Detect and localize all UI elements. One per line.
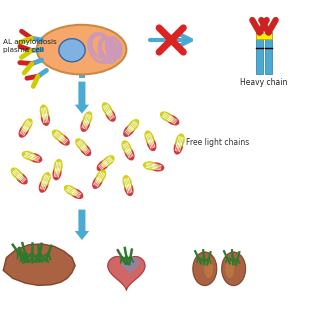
Ellipse shape (69, 188, 84, 199)
Bar (265, 33, 272, 74)
FancyArrow shape (75, 210, 89, 240)
Ellipse shape (19, 124, 29, 138)
Ellipse shape (123, 124, 135, 137)
Ellipse shape (95, 169, 106, 183)
Ellipse shape (41, 111, 50, 126)
Ellipse shape (15, 172, 28, 185)
Ellipse shape (53, 159, 63, 174)
Ellipse shape (193, 252, 217, 285)
Ellipse shape (225, 260, 234, 278)
Ellipse shape (124, 181, 133, 196)
Ellipse shape (165, 115, 180, 125)
Ellipse shape (79, 143, 91, 156)
Ellipse shape (83, 111, 92, 126)
Ellipse shape (101, 155, 115, 167)
Ellipse shape (102, 102, 113, 116)
FancyArrow shape (75, 82, 89, 114)
Ellipse shape (59, 39, 85, 62)
Ellipse shape (149, 162, 164, 172)
Ellipse shape (75, 138, 87, 151)
Ellipse shape (22, 151, 36, 161)
Ellipse shape (41, 172, 51, 187)
Ellipse shape (57, 134, 70, 146)
Ellipse shape (204, 260, 213, 278)
Ellipse shape (22, 118, 33, 132)
Ellipse shape (37, 25, 126, 75)
Ellipse shape (80, 117, 90, 132)
Text: Free light chains: Free light chains (186, 138, 249, 147)
Ellipse shape (64, 185, 78, 196)
Ellipse shape (52, 165, 62, 180)
Ellipse shape (92, 175, 103, 189)
Bar (79, 56, 85, 78)
Ellipse shape (160, 111, 174, 122)
Ellipse shape (28, 153, 42, 163)
Ellipse shape (105, 108, 116, 122)
Ellipse shape (127, 119, 139, 132)
Ellipse shape (122, 140, 132, 155)
Bar (256, 33, 272, 39)
Ellipse shape (123, 175, 132, 190)
Ellipse shape (221, 252, 246, 285)
Polygon shape (108, 257, 145, 290)
Polygon shape (122, 258, 139, 273)
Ellipse shape (175, 133, 185, 148)
Ellipse shape (147, 136, 156, 151)
Ellipse shape (52, 130, 65, 141)
Text: AL amyloidosis
plasma cell: AL amyloidosis plasma cell (3, 39, 57, 53)
Ellipse shape (174, 140, 183, 155)
Polygon shape (3, 244, 75, 285)
Ellipse shape (143, 161, 158, 171)
Ellipse shape (144, 131, 154, 145)
Text: Heavy chain: Heavy chain (240, 78, 288, 87)
Ellipse shape (124, 146, 134, 161)
Ellipse shape (40, 104, 49, 120)
Ellipse shape (97, 159, 110, 171)
Ellipse shape (39, 178, 49, 193)
Bar (256, 33, 263, 74)
Ellipse shape (11, 167, 23, 180)
